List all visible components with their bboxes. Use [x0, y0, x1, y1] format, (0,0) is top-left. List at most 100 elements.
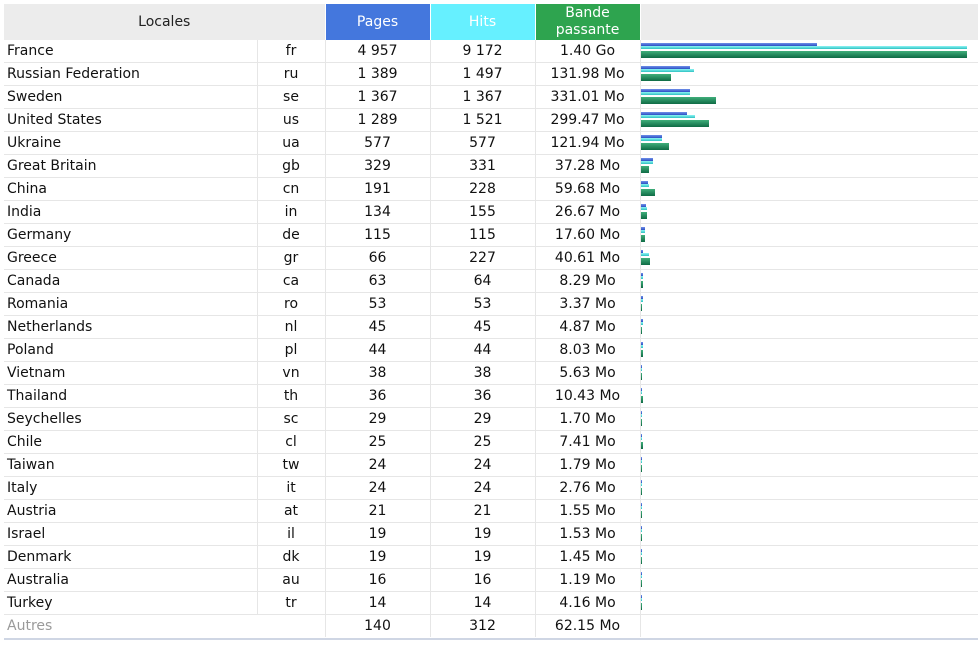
country-code: dk [257, 545, 326, 569]
bandwidth-value: 131.98 Mo [535, 62, 641, 86]
bandwidth-bar [640, 97, 716, 104]
bandwidth-value: 59.68 Mo [535, 177, 641, 201]
graph-cell [640, 223, 978, 247]
hits-value: 29 [430, 407, 536, 431]
pages-bar [640, 572, 642, 575]
pages-value: 1 367 [325, 85, 431, 109]
table-row: Russian Federation ru 1 389 1 497 131.98 Mo [4, 62, 978, 86]
bandwidth-bar [640, 258, 650, 265]
bandwidth-value: 4.87 Mo [535, 315, 641, 339]
hits-value: 155 [430, 200, 536, 224]
pages-value: 329 [325, 154, 431, 178]
country-name: Canada [4, 269, 258, 293]
country-code: pl [257, 338, 326, 362]
pages-value: 45 [325, 315, 431, 339]
table-row: Austria at 21 21 1.55 Mo [4, 499, 978, 523]
graph-cell [640, 545, 978, 569]
bandwidth-bar [640, 419, 642, 426]
country-code: de [257, 223, 326, 247]
bandwidth-bar [640, 74, 671, 81]
pages-bar [640, 434, 642, 437]
graph-cell [640, 85, 978, 109]
hits-bar [640, 391, 642, 394]
graph-cell [640, 476, 978, 500]
hits-bar [640, 483, 642, 486]
pages-value: 14 [325, 591, 431, 615]
bandwidth-bar [640, 51, 967, 58]
graph-cell [640, 499, 978, 523]
graph-cell [640, 177, 978, 201]
bandwidth-bar [640, 327, 642, 334]
graph-cell [640, 62, 978, 86]
pages-value: 24 [325, 476, 431, 500]
hits-value: 36 [430, 384, 536, 408]
country-name: Israel [4, 522, 258, 546]
graph-cell [640, 246, 978, 270]
hits-bar [640, 598, 642, 601]
country-name: Poland [4, 338, 258, 362]
table-row: China cn 191 228 59.68 Mo [4, 177, 978, 201]
pages-bar [640, 43, 817, 46]
table-row: Italy it 24 24 2.76 Mo [4, 476, 978, 500]
graph-cell [640, 40, 978, 63]
pages-bar [640, 503, 642, 506]
pages-value: 53 [325, 292, 431, 316]
bandwidth-bar [640, 189, 655, 196]
graph-cell [640, 591, 978, 615]
hits-bar [640, 299, 643, 302]
hits-bar [640, 460, 642, 463]
hits-bar [640, 368, 642, 371]
bandwidth-value: 26.67 Mo [535, 200, 641, 224]
pages-bar [640, 158, 653, 161]
graph-cell [640, 200, 978, 224]
country-name: Taiwan [4, 453, 258, 477]
pages-value: 4 957 [325, 40, 431, 63]
graph-cell [640, 292, 978, 316]
pages-value: 24 [325, 453, 431, 477]
graph-cell [640, 384, 978, 408]
graph-cell [640, 361, 978, 385]
hits-value: 19 [430, 545, 536, 569]
pages-value: 16 [325, 568, 431, 592]
bandwidth-value: 5.63 Mo [535, 361, 641, 385]
country-code: nl [257, 315, 326, 339]
pages-bar [640, 457, 642, 460]
hits-bar [640, 138, 662, 141]
pages-bar [640, 66, 690, 69]
pages-bar [640, 526, 642, 529]
country-code: ca [257, 269, 326, 293]
graph-cell [640, 131, 978, 155]
hits-bar [640, 322, 643, 325]
table-row: Poland pl 44 44 8.03 Mo [4, 338, 978, 362]
hits-value: 16 [430, 568, 536, 592]
bandwidth-value: 7.41 Mo [535, 430, 641, 454]
bandwidth-value: 8.03 Mo [535, 338, 641, 362]
hits-bar [640, 552, 642, 555]
bandwidth-bar [640, 120, 709, 127]
hits-bar [640, 230, 645, 233]
table-row: Israel il 19 19 1.53 Mo [4, 522, 978, 546]
bandwidth-bar [640, 557, 642, 564]
bandwidth-bar [640, 534, 642, 541]
graph-cell [640, 338, 978, 362]
country-name: United States [4, 108, 258, 132]
hits-bar [640, 345, 643, 348]
hits-value: 19 [430, 522, 536, 546]
other-bandwidth-value: 62.15 Mo [535, 614, 641, 637]
pages-bar [640, 204, 646, 207]
pages-bar [640, 342, 643, 345]
pages-value: 191 [325, 177, 431, 201]
pages-value: 134 [325, 200, 431, 224]
header-bandwidth-line1: Bande [565, 5, 610, 21]
pages-bar [640, 250, 643, 253]
graph-cell [640, 430, 978, 454]
country-name: Italy [4, 476, 258, 500]
hits-value: 45 [430, 315, 536, 339]
bandwidth-value: 1.40 Go [535, 40, 641, 63]
country-name: Russian Federation [4, 62, 258, 86]
table-row: Denmark dk 19 19 1.45 Mo [4, 545, 978, 569]
hits-bar [640, 161, 653, 164]
hits-value: 577 [430, 131, 536, 155]
country-name: Romania [4, 292, 258, 316]
